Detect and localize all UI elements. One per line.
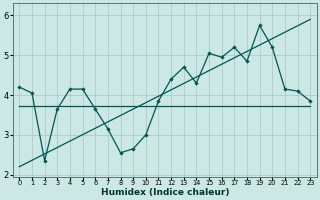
- X-axis label: Humidex (Indice chaleur): Humidex (Indice chaleur): [100, 188, 229, 197]
